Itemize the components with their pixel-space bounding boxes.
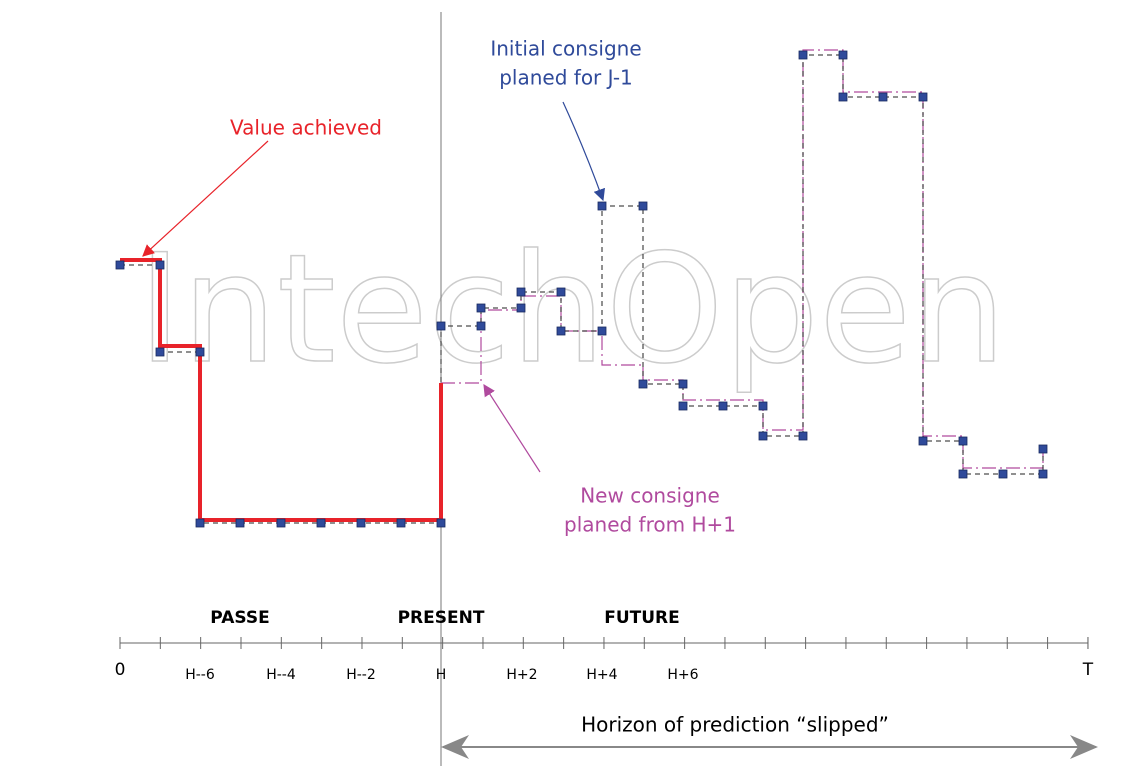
axis-tick-label: H+2 (506, 667, 537, 683)
watermark: IntechOpen (138, 223, 1007, 397)
points (115, 50, 1048, 528)
axis-tick-label: H (436, 667, 447, 683)
point-marker (638, 379, 648, 389)
point-marker (476, 321, 486, 331)
point-marker (1038, 469, 1048, 479)
point-marker (798, 50, 808, 60)
arrow (562, 101, 605, 202)
point-marker (115, 260, 125, 270)
point-marker (838, 92, 848, 102)
point-marker (556, 326, 566, 336)
horizon-label: Horizon of prediction “slipped” (581, 713, 889, 737)
value-achieved-label: Value achieved (230, 116, 382, 140)
axis-end: T (1082, 660, 1094, 680)
period-label: PASSE (210, 608, 269, 628)
point-marker (356, 518, 366, 528)
point-marker (556, 287, 566, 297)
initial-label: planed for J-1 (499, 66, 633, 90)
point-marker (516, 287, 526, 297)
axis-tick-label: H--2 (346, 667, 376, 683)
axis-tick-label: H+6 (667, 667, 698, 683)
point-marker (235, 518, 245, 528)
period-label: PRESENT (398, 608, 485, 628)
point-marker (276, 518, 286, 528)
new-label: planed from H+1 (564, 513, 736, 537)
point-marker (918, 92, 928, 102)
new-label: New consigne (580, 484, 720, 508)
point-marker (878, 92, 888, 102)
arrow (483, 383, 541, 473)
axis-start: 0 (115, 660, 126, 680)
point-marker (838, 50, 848, 60)
axis-tick-label: H+4 (586, 667, 617, 683)
point-marker (155, 260, 165, 270)
point-marker (436, 321, 446, 331)
arrow (142, 140, 269, 257)
point-marker (436, 518, 446, 528)
point-marker (718, 401, 728, 411)
point-marker (678, 379, 688, 389)
point-marker (597, 201, 607, 211)
point-marker (998, 469, 1008, 479)
axis-ticks (119, 637, 1089, 649)
point-marker (758, 401, 768, 411)
point-marker (918, 436, 928, 446)
initial-label: Initial consigne (490, 37, 641, 61)
point-marker (316, 518, 326, 528)
point-marker (597, 326, 607, 336)
point-marker (678, 401, 688, 411)
point-marker (958, 436, 968, 446)
point-marker (958, 469, 968, 479)
point-marker (476, 303, 486, 313)
point-marker (638, 201, 648, 211)
point-marker (155, 347, 165, 357)
point-marker (1038, 444, 1048, 454)
point-marker (396, 518, 406, 528)
point-marker (798, 431, 808, 441)
point-marker (516, 303, 526, 313)
period-label: FUTURE (604, 608, 680, 628)
point-marker (195, 518, 205, 528)
axis-tick-label: H--6 (185, 667, 215, 683)
point-marker (758, 431, 768, 441)
axis-tick-label: H--4 (266, 667, 296, 683)
point-marker (195, 347, 205, 357)
